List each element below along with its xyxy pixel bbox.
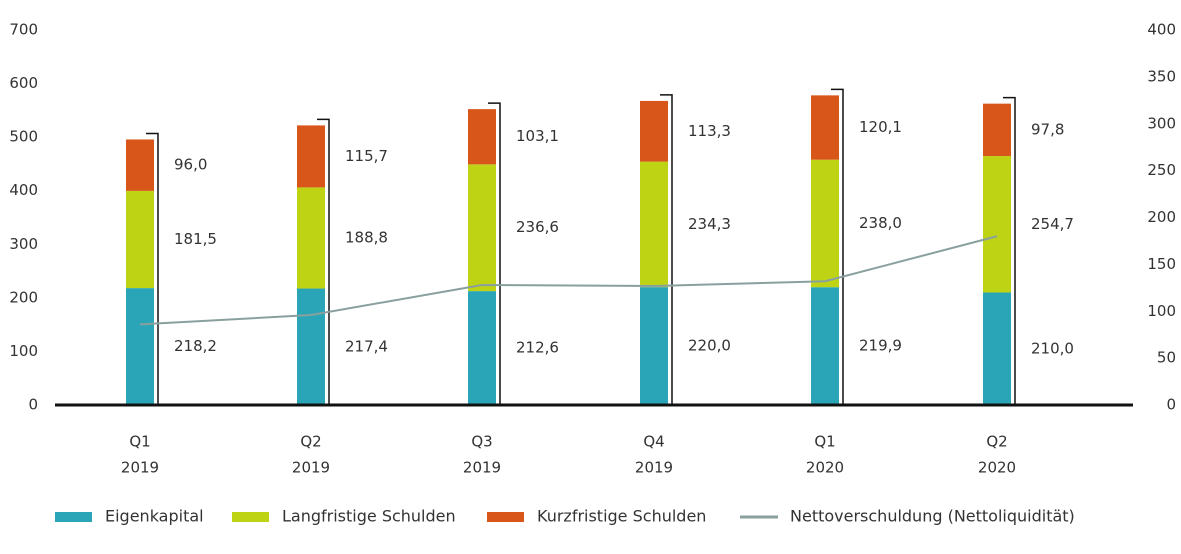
bracket (660, 94, 673, 405)
bracket (488, 102, 501, 405)
value-label: 234,3 (688, 215, 731, 233)
y-tick-label: 300 (9, 235, 38, 253)
y2-tick-label: 400 (1147, 21, 1176, 39)
value-label: 238,0 (859, 214, 902, 232)
bar-segment (297, 187, 325, 289)
value-label: 103,1 (516, 127, 559, 145)
bracket (831, 88, 844, 405)
value-label: 212,6 (516, 339, 559, 357)
x-tick-label: 2019 (463, 459, 501, 477)
y2-tick-label: 50 (1157, 349, 1176, 367)
bar-segment (468, 291, 496, 405)
y2-tick-label: 150 (1147, 255, 1176, 273)
legend-label: Langfristige Schulden (282, 507, 456, 526)
value-label: 220,0 (688, 337, 731, 355)
legend-swatch (487, 512, 524, 522)
value-label: 113,3 (688, 122, 731, 140)
legend-swatch (232, 512, 269, 522)
value-label: 236,6 (516, 218, 559, 236)
bracket (317, 118, 330, 405)
bar-segment (811, 287, 839, 405)
value-label: 115,7 (345, 147, 388, 165)
x-tick-label: 2019 (635, 459, 673, 477)
bar-segment (983, 103, 1011, 157)
bar-segment (468, 164, 496, 292)
x-tick-label: Q3 (471, 433, 492, 451)
x-tick-label: Q2 (300, 433, 321, 451)
line-series (139, 235, 998, 326)
y-tick-label: 700 (9, 21, 38, 39)
value-label: 96,0 (174, 156, 207, 174)
x-tick-label: 2019 (121, 459, 159, 477)
value-label: 120,1 (859, 118, 902, 136)
value-label: 210,0 (1031, 339, 1074, 357)
legend-swatch (55, 512, 92, 522)
bar-segment (126, 288, 154, 405)
bracket (146, 132, 159, 405)
x-tick-label: Q1 (129, 433, 150, 451)
value-label: 97,8 (1031, 120, 1064, 138)
y-tick-label: 0 (28, 396, 38, 414)
x-tick-label: 2020 (806, 459, 844, 477)
y2-tick-label: 0 (1166, 396, 1176, 414)
value-label: 188,8 (345, 228, 388, 246)
bar-segment (640, 100, 668, 162)
legend-label: Eigenkapital (105, 507, 204, 526)
value-label: 217,4 (345, 337, 388, 355)
bar-segment (640, 287, 668, 405)
y2-tick-label: 250 (1147, 161, 1176, 179)
value-label: 181,5 (174, 230, 217, 248)
x-tick-label: Q1 (814, 433, 835, 451)
y2-tick-label: 350 (1147, 67, 1176, 85)
bar-segment (297, 125, 325, 188)
x-tick-label: 2020 (978, 459, 1016, 477)
bar-segment (983, 156, 1011, 293)
y2-tick-label: 300 (1147, 114, 1176, 132)
bar-segment (811, 159, 839, 288)
bar-segment (126, 190, 154, 289)
value-label: 218,2 (174, 337, 217, 355)
y2-tick-label: 100 (1147, 302, 1176, 320)
bar-segment (640, 161, 668, 288)
bar-segment (983, 292, 1011, 405)
bar-segment (126, 139, 154, 191)
legend-label: Kurzfristige Schulden (537, 507, 706, 526)
bar-segment (468, 109, 496, 165)
legend-label: Nettoverschuldung (Nettoliquidität) (790, 507, 1075, 526)
y-tick-label: 500 (9, 128, 38, 146)
bar-segment (297, 288, 325, 405)
bracket (1003, 96, 1016, 405)
y-tick-label: 600 (9, 74, 38, 92)
y-tick-label: 100 (9, 342, 38, 360)
value-label: 219,9 (859, 337, 902, 355)
x-tick-label: 2019 (292, 459, 330, 477)
x-tick-label: Q4 (643, 433, 664, 451)
bar-segment (811, 95, 839, 160)
y-tick-label: 200 (9, 288, 38, 306)
x-tick-label: Q2 (986, 433, 1007, 451)
y-tick-label: 400 (9, 181, 38, 199)
y2-tick-label: 200 (1147, 208, 1176, 226)
value-label: 254,7 (1031, 215, 1074, 233)
